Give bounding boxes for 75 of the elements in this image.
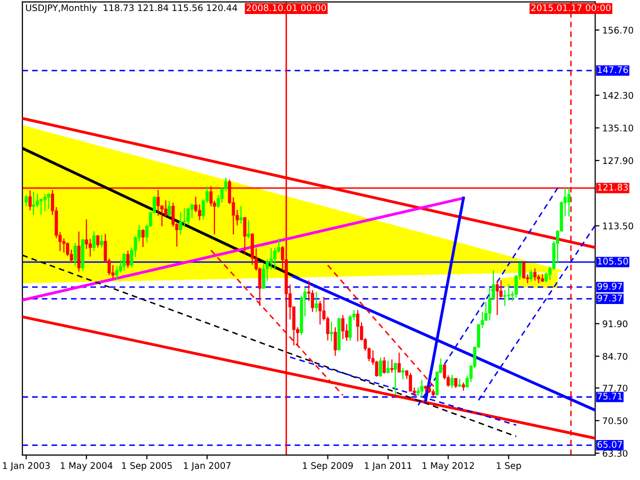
candlestick — [96, 234, 100, 248]
candlestick — [74, 242, 77, 267]
candlestick — [243, 216, 246, 254]
ref-line-label: 2015.01.17 00:00 — [531, 4, 611, 12]
ref-line-label: 147.76 — [598, 66, 628, 74]
x-tick-label: 1 Jan 2007 — [184, 462, 231, 471]
ref-line-label: 121.83 — [598, 184, 628, 191]
candlestick — [356, 309, 360, 342]
candlestick — [408, 372, 412, 392]
candlestick — [186, 207, 190, 225]
candlestick — [92, 230, 96, 252]
y-tick-label: 156.70 — [603, 26, 634, 34]
candlestick — [341, 314, 344, 340]
candlestick — [262, 264, 266, 290]
x-tick-label: 1 May 2004 — [60, 462, 112, 471]
x-tick-label: 1 Jan 2011 — [364, 462, 412, 471]
ref-line-label: 97.37 — [597, 294, 622, 302]
x-tick-label: 1 Sep 2005 — [122, 462, 172, 471]
ref-line-label: 105.50 — [598, 258, 628, 265]
ref-line-label: 2008.10.01 00:00 — [246, 4, 326, 12]
candlestick — [100, 234, 104, 248]
x-tick-label: 1 Sep — [496, 462, 521, 471]
y-tick-label: 84.70 — [602, 352, 628, 360]
candlestick — [141, 228, 145, 248]
candlestick — [28, 190, 32, 211]
candlestick — [567, 187, 571, 217]
candlestick — [66, 242, 70, 257]
candlestick — [168, 200, 171, 218]
y-tick-label: 142.30 — [603, 92, 634, 99]
y-tick-label: 113.50 — [603, 222, 634, 230]
candlestick — [533, 268, 536, 282]
y-tick-label: 135.10 — [603, 124, 634, 132]
y-tick-label: 127.90 — [603, 157, 634, 164]
candlestick — [382, 356, 386, 374]
y-tick-label: 91.90 — [602, 320, 628, 328]
ref-line-label: 75.71 — [598, 392, 622, 400]
candlestick — [348, 314, 352, 342]
candlestick — [378, 357, 382, 378]
candlestick — [24, 194, 28, 207]
candlestick — [529, 269, 533, 282]
candlestick — [398, 352, 401, 374]
candlestick — [496, 280, 499, 316]
candlestick — [394, 362, 397, 396]
x-tick-label: 1 May 2012 — [422, 462, 474, 471]
ref-line-label: 65.07 — [598, 441, 622, 448]
candlestick — [318, 300, 322, 326]
candlestick — [62, 238, 66, 254]
x-tick-label: 1 Sep 2009 — [303, 462, 353, 471]
candlestick — [47, 193, 50, 210]
candlestick — [522, 262, 526, 280]
candlestick — [182, 208, 186, 228]
candlestick — [401, 367, 404, 380]
candlestick — [450, 374, 454, 389]
candlestick — [488, 286, 492, 322]
ref-line-label: 99.97 — [597, 282, 622, 290]
chart-title: USDJPY,Monthly 118.73 121.84 115.56 120.44 — [26, 4, 238, 13]
x-tick-label: 1 Jan 2003 — [3, 462, 50, 471]
candlestick — [330, 321, 334, 342]
candlestick — [390, 358, 394, 374]
candlestick — [122, 252, 126, 272]
candlestick — [420, 379, 424, 398]
candlestick — [32, 191, 36, 216]
candlestick — [334, 326, 337, 356]
candlestick — [246, 220, 250, 240]
candlestick — [172, 202, 175, 228]
candlestick — [126, 250, 130, 268]
candlestick — [386, 360, 390, 374]
y-tick-label: 70.50 — [602, 417, 628, 424]
candlestick — [454, 377, 458, 389]
y-tick-label: 63.30 — [602, 450, 628, 457]
candlestick — [43, 193, 47, 212]
candlestick — [179, 212, 182, 235]
candlestick — [314, 291, 318, 313]
candlestick — [77, 231, 80, 272]
y-tick-label: 77.70 — [602, 384, 628, 392]
